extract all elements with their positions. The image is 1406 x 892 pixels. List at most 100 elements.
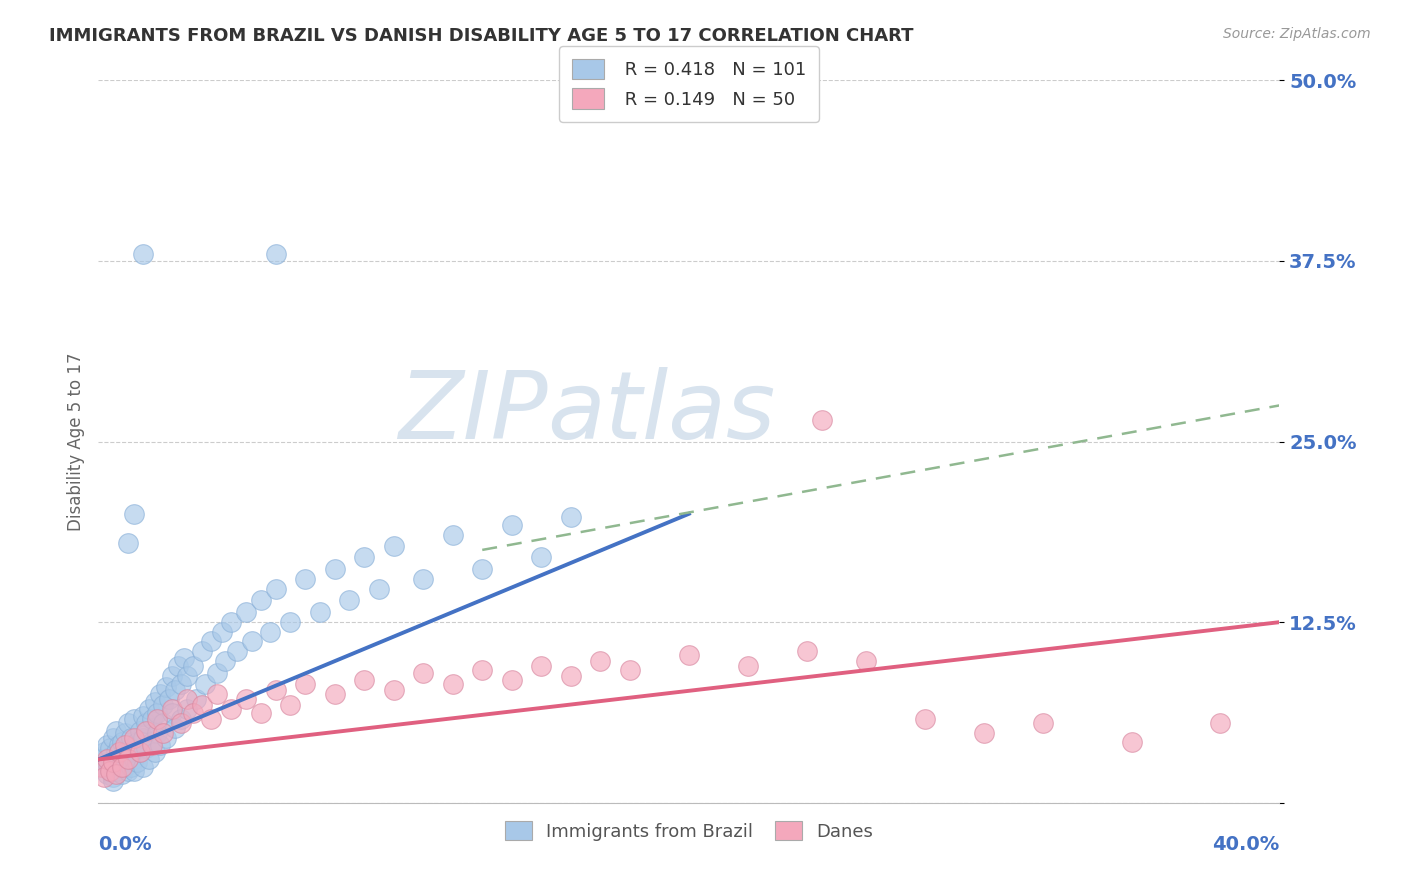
Point [146, 706, 169, 721]
Point [103, 756, 125, 770]
Point [855, 654, 877, 668]
Point [471, 663, 494, 677]
Point [165, 721, 187, 735]
Point [132, 709, 155, 723]
Point [382, 539, 405, 553]
Point [90, 760, 112, 774]
Point [111, 760, 134, 774]
Point [162, 668, 183, 682]
Point [105, 767, 128, 781]
Point [105, 764, 128, 778]
Point [96, 756, 118, 770]
Point [111, 756, 134, 770]
Point [191, 698, 214, 712]
Point [98, 749, 121, 764]
Point [259, 625, 281, 640]
Point [323, 687, 346, 701]
Point [264, 582, 287, 596]
Point [108, 745, 131, 759]
Point [143, 695, 166, 709]
Point [973, 726, 995, 740]
Point [114, 738, 136, 752]
Point [530, 658, 553, 673]
Point [181, 706, 204, 721]
Point [103, 731, 125, 745]
Point [103, 756, 125, 770]
Point [96, 752, 118, 766]
Point [111, 735, 134, 749]
Point [98, 740, 121, 755]
Point [589, 654, 612, 668]
Point [138, 702, 160, 716]
Point [235, 605, 257, 619]
Point [200, 712, 222, 726]
Text: 0.0%: 0.0% [98, 835, 152, 854]
Point [96, 767, 118, 781]
Point [810, 413, 832, 427]
Legend: Immigrants from Brazil, Danes: Immigrants from Brazil, Danes [498, 814, 880, 848]
Point [412, 665, 434, 680]
Point [146, 726, 169, 740]
Point [103, 774, 125, 789]
Point [103, 770, 125, 784]
Point [1121, 735, 1143, 749]
Point [93, 770, 115, 784]
Point [191, 644, 214, 658]
Point [264, 246, 287, 260]
Point [1032, 716, 1054, 731]
Point [619, 663, 641, 677]
Point [120, 760, 142, 774]
Point [235, 691, 257, 706]
Point [152, 698, 174, 712]
Point [98, 764, 121, 778]
Point [90, 752, 112, 766]
Point [294, 677, 316, 691]
Point [382, 683, 405, 698]
Point [111, 767, 134, 781]
Point [167, 658, 190, 673]
Point [132, 731, 155, 745]
Point [339, 593, 361, 607]
Text: ZIP: ZIP [398, 368, 547, 458]
Point [135, 716, 157, 731]
Point [170, 716, 193, 731]
Point [152, 716, 174, 731]
Point [128, 745, 150, 759]
Point [914, 712, 936, 726]
Point [105, 723, 128, 738]
Point [141, 735, 163, 749]
Point [501, 518, 523, 533]
Point [132, 760, 155, 774]
Point [205, 687, 228, 701]
Point [184, 691, 207, 706]
Point [280, 615, 302, 630]
Point [122, 764, 145, 778]
Point [250, 593, 273, 607]
Point [117, 749, 139, 764]
Point [114, 760, 136, 774]
Point [441, 677, 464, 691]
Point [122, 507, 145, 521]
Point [138, 752, 160, 766]
Point [146, 712, 169, 726]
Point [560, 509, 582, 524]
Point [128, 723, 150, 738]
Point [141, 712, 163, 726]
Point [221, 702, 243, 716]
Point [149, 738, 172, 752]
Point [155, 680, 177, 694]
Point [471, 562, 494, 576]
Point [796, 644, 818, 658]
Point [412, 572, 434, 586]
Point [162, 706, 183, 721]
Point [114, 726, 136, 740]
Point [114, 745, 136, 759]
Point [135, 723, 157, 738]
Point [120, 731, 142, 745]
Point [98, 764, 121, 778]
Point [128, 745, 150, 759]
Point [181, 658, 204, 673]
Point [678, 648, 700, 663]
Point [122, 731, 145, 745]
Point [122, 752, 145, 766]
